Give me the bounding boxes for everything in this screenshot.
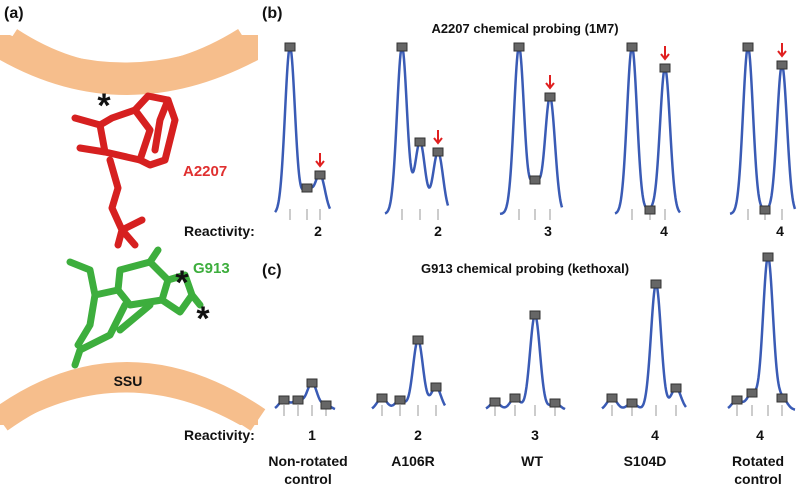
peak-marker <box>412 335 424 345</box>
peak-marker <box>489 397 501 407</box>
a2207-model <box>71 92 179 249</box>
reactivity-label: Reactivity: <box>184 427 255 443</box>
panel-title: G913 chemical probing (kethoxal) <box>421 261 629 276</box>
ssu-band <box>0 362 266 431</box>
peak-marker <box>529 310 541 320</box>
reactivity-value: 4 <box>660 223 668 239</box>
peak-marker <box>670 383 682 393</box>
g913-model <box>66 246 204 369</box>
reactivity-value: 3 <box>531 427 539 443</box>
peak-marker <box>746 388 758 398</box>
sample-name: A106R <box>391 453 435 469</box>
peak-marker <box>376 393 388 403</box>
peak-marker <box>762 252 774 262</box>
peak-marker <box>301 183 313 193</box>
sample-name: WT <box>521 453 543 469</box>
reactivity-value: 4 <box>756 427 764 443</box>
peak-marker <box>776 60 788 70</box>
arrow <box>660 46 670 61</box>
trace <box>499 44 564 216</box>
peak-marker <box>394 395 406 405</box>
reactivity-value: 4 <box>776 223 784 239</box>
peak-marker <box>432 147 444 157</box>
ssu-label: SSU <box>114 373 143 389</box>
reactivity-value: 2 <box>314 223 322 239</box>
peak-marker <box>544 92 556 102</box>
peak-marker <box>292 395 304 405</box>
trace <box>727 254 796 411</box>
peak-marker <box>306 378 318 388</box>
arrow <box>433 130 443 145</box>
peak-marker <box>644 205 656 215</box>
arrow <box>545 75 555 90</box>
panel-title: A2207 chemical probing (1M7) <box>431 21 618 36</box>
peak-marker <box>549 398 561 408</box>
asterisk: * <box>196 300 210 338</box>
panel-label: (a) <box>4 5 24 22</box>
reactivity-label: Reactivity: <box>184 223 255 239</box>
peak-marker <box>414 137 426 147</box>
peak-marker <box>320 400 332 410</box>
trace <box>729 44 797 215</box>
trace <box>485 313 566 411</box>
reactivity-value: 1 <box>308 427 316 443</box>
a2207-label: A2207 <box>183 163 227 180</box>
peak-marker <box>742 42 754 52</box>
sample-name: control <box>284 471 331 486</box>
asterisk: * <box>175 264 189 302</box>
asterisk: * <box>97 87 111 125</box>
peak-marker <box>731 395 743 405</box>
reactivity-value: 2 <box>434 223 442 239</box>
lsu-band <box>2 28 252 91</box>
peak-marker <box>626 42 638 52</box>
reactivity-value: 2 <box>414 427 422 443</box>
peak-marker <box>284 42 296 52</box>
peak-marker <box>509 393 521 403</box>
peak-marker <box>659 63 671 73</box>
arrow <box>315 153 325 168</box>
peak-marker <box>626 398 638 408</box>
panel-label: (b) <box>262 5 282 22</box>
peak-marker <box>513 42 525 52</box>
peak-marker <box>606 393 618 403</box>
peak-marker <box>430 382 442 392</box>
peak-marker <box>314 170 326 180</box>
arrow <box>777 43 787 58</box>
g913-label: G913 <box>193 260 230 277</box>
peak-marker <box>759 205 771 215</box>
panel-label: (c) <box>262 262 282 279</box>
reactivity-value: 4 <box>651 427 659 443</box>
reactivity-value: 3 <box>544 223 552 239</box>
sample-name: S104D <box>624 453 667 469</box>
peak-marker <box>278 395 290 405</box>
peak-marker <box>776 393 788 403</box>
sample-name: control <box>734 471 781 486</box>
peak-marker <box>396 42 408 52</box>
peak-marker <box>529 175 541 185</box>
sample-name: Rotated <box>732 453 784 469</box>
peak-marker <box>650 279 662 289</box>
sample-name: Non-rotated <box>268 453 347 469</box>
